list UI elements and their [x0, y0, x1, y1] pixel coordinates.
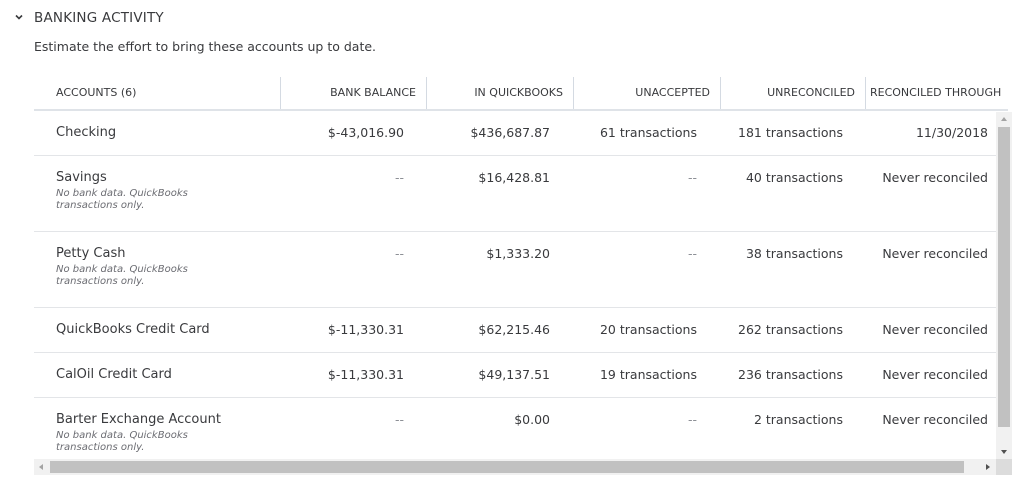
bank-balance: -- [394, 412, 404, 427]
unaccepted: -- [687, 170, 697, 185]
unaccepted: -- [687, 412, 697, 427]
table-row[interactable]: CalOil Credit Card $-11,330.31 $49,137.5… [34, 353, 996, 398]
scroll-left-arrow-icon[interactable] [39, 464, 43, 470]
scroll-down-arrow-icon[interactable] [1001, 450, 1007, 454]
unaccepted: -- [687, 246, 697, 261]
account-name[interactable]: QuickBooks Credit Card [56, 322, 210, 337]
table-row[interactable]: Barter Exchange Account No bank data. Qu… [34, 398, 996, 474]
reconciled-through: Never reconciled [882, 170, 988, 185]
horizontal-scroll-thumb[interactable] [50, 461, 964, 473]
unreconciled[interactable]: 236 transactions [738, 367, 843, 382]
bank-balance: $-11,330.31 [327, 367, 404, 382]
in-quickbooks: $436,687.87 [470, 125, 550, 140]
table-row[interactable]: QuickBooks Credit Card $-11,330.31 $62,2… [34, 308, 996, 353]
unaccepted[interactable]: 20 transactions [599, 322, 697, 337]
column-header-in-quickbooks[interactable]: IN QUICKBOOKS [426, 77, 573, 109]
table-row[interactable]: Savings No bank data. QuickBooks transac… [34, 156, 996, 232]
column-header-unreconciled[interactable]: UNRECONCILED [720, 77, 865, 109]
vertical-scrollbar[interactable] [996, 112, 1012, 459]
reconciled-through: Never reconciled [882, 322, 988, 337]
account-name[interactable]: Petty Cash No bank data. QuickBooks tran… [56, 246, 216, 288]
in-quickbooks: $16,428.81 [478, 170, 550, 185]
bank-balance: $-11,330.31 [327, 322, 404, 337]
reconciled-through: Never reconciled [882, 412, 988, 427]
table-row[interactable]: Petty Cash No bank data. QuickBooks tran… [34, 232, 996, 308]
scroll-up-arrow-icon[interactable] [1001, 117, 1007, 121]
unreconciled[interactable]: 40 transactions [745, 170, 843, 185]
horizontal-scrollbar[interactable] [34, 459, 996, 475]
vertical-scroll-thumb[interactable] [998, 127, 1010, 427]
account-name[interactable]: Barter Exchange Account No bank data. Qu… [56, 412, 221, 453]
table-header: ACCOUNTS (6) BANK BALANCE IN QUICKBOOKS … [34, 77, 1008, 111]
bank-balance: -- [394, 246, 404, 261]
unaccepted[interactable]: 61 transactions [599, 125, 697, 140]
unreconciled[interactable]: 181 transactions [738, 125, 843, 140]
banking-activity-header[interactable]: BANKING ACTIVITY [0, 0, 1024, 36]
reconciled-through: Never reconciled [882, 367, 988, 382]
scrollbar-corner [996, 459, 1012, 475]
accounts-table: ACCOUNTS (6) BANK BALANCE IN QUICKBOOKS … [34, 77, 1014, 477]
bank-balance: -- [394, 170, 404, 185]
in-quickbooks: $0.00 [514, 412, 550, 427]
column-header-unaccepted[interactable]: UNACCEPTED [573, 77, 720, 109]
column-header-accounts[interactable]: ACCOUNTS (6) [56, 86, 137, 99]
in-quickbooks: $49,137.51 [478, 367, 550, 382]
section-subtitle: Estimate the effort to bring these accou… [34, 39, 377, 54]
unaccepted[interactable]: 19 transactions [599, 367, 697, 382]
in-quickbooks: $1,333.20 [486, 246, 550, 261]
column-header-reconciled-through[interactable]: RECONCILED THROUGH [865, 77, 1008, 109]
unreconciled[interactable]: 38 transactions [745, 246, 843, 261]
section-title: BANKING ACTIVITY [34, 10, 164, 26]
in-quickbooks: $62,215.46 [478, 322, 550, 337]
unreconciled[interactable]: 2 transactions [753, 412, 843, 427]
account-note: No bank data. QuickBooks transactions on… [56, 188, 188, 211]
column-header-bank-balance[interactable]: BANK BALANCE [280, 77, 426, 109]
account-name[interactable]: Checking [56, 125, 117, 140]
scroll-right-arrow-icon[interactable] [986, 464, 990, 470]
unreconciled[interactable]: 262 transactions [738, 322, 843, 337]
reconciled-through: Never reconciled [882, 246, 988, 261]
bank-balance: $-43,016.90 [327, 125, 404, 140]
account-note: No bank data. QuickBooks transactions on… [56, 430, 188, 453]
chevron-down-icon[interactable] [13, 11, 25, 23]
account-name[interactable]: CalOil Credit Card [56, 367, 172, 382]
table-row[interactable]: Checking $-43,016.90 $436,687.87 61 tran… [34, 111, 996, 156]
account-name[interactable]: Savings No bank data. QuickBooks transac… [56, 170, 216, 212]
account-note: No bank data. QuickBooks transactions on… [56, 264, 188, 287]
reconciled-through: 11/30/2018 [915, 125, 988, 140]
